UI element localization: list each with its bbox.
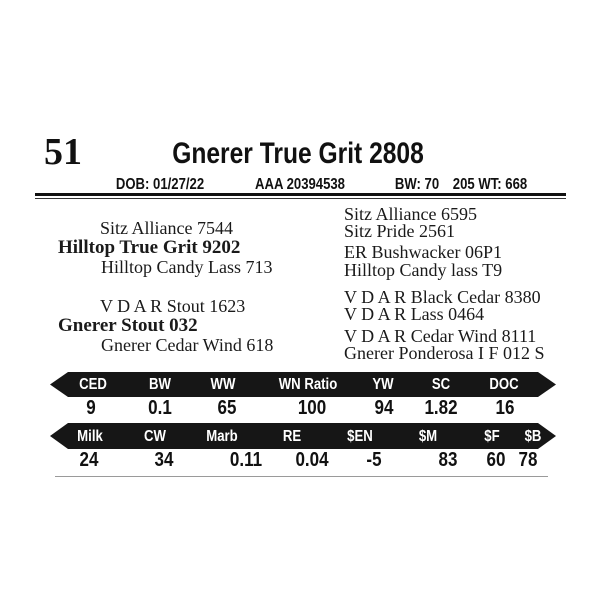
sire-dam-dam: Hilltop Candy lass T9 — [344, 260, 503, 280]
dob-text: DOB: 01/27/22 — [115, 176, 205, 193]
sire-dam: Hilltop Candy Lass 713 — [101, 257, 273, 277]
epd-header-dollar-f: $F — [484, 428, 500, 445]
weaning-weight-field: 205 WT: 668 — [445, 176, 536, 194]
epd-value-ced: 9 — [86, 397, 96, 419]
epd-header-dollar-m: $M — [418, 428, 438, 445]
epd-header-wn-ratio: WN Ratio — [278, 376, 338, 393]
weaning-weight-text: 205 WT: 668 — [452, 176, 528, 193]
epd-header-ced: CED — [79, 376, 107, 393]
sire-sire: Sitz Alliance 7544 — [100, 218, 233, 238]
epd-value-dollar-en: -5 — [366, 449, 382, 471]
epd-header-sc: SC — [431, 376, 451, 393]
animal-name-title: Gnerer True Grit 2808 — [172, 137, 424, 170]
sire-dam-sire: ER Bushwacker 06P1 — [344, 242, 502, 262]
dob-field: DOB: 01/27/22 — [106, 176, 214, 194]
epd-band-1 — [50, 372, 556, 397]
dam-sire: V D A R Stout 1623 — [100, 296, 246, 316]
bottom-rule — [55, 476, 548, 477]
sire-name: Hilltop True Grit 9202 — [58, 237, 241, 258]
page-title: Gnerer True Grit 2808 — [145, 137, 452, 170]
epd-header-marb: Marb — [206, 428, 238, 445]
epd-header-yw: YW — [372, 376, 394, 393]
epd-value-re: 0.04 — [295, 449, 329, 471]
dam-dam-sire: V D A R Cedar Wind 8111 — [344, 326, 537, 346]
epd-header-cw: CW — [144, 428, 166, 445]
epd-value-wn-ratio: 100 — [297, 397, 327, 419]
registration-number: AAA 20394538 — [255, 176, 345, 193]
dam-name: Gnerer Stout 032 — [58, 315, 198, 336]
dam-dam-dam: Gnerer Ponderosa I F 012 S — [344, 343, 545, 363]
sire-sire-sire: Sitz Alliance 6595 — [344, 204, 477, 224]
epd-header-ww: WW — [210, 376, 236, 393]
birth-weight-text: BW: 70 — [394, 176, 440, 193]
epd-value-milk: 24 — [79, 449, 99, 471]
dam-sire-dam: V D A R Lass 0464 — [344, 304, 485, 324]
dam-dam: Gnerer Cedar Wind 618 — [101, 335, 274, 355]
epd-value-yw: 94 — [374, 397, 394, 419]
epd-value-dollar-m: 83 — [438, 449, 458, 471]
epd-header-bw: BW — [149, 376, 171, 393]
epd-value-bw: 0.1 — [148, 397, 172, 419]
epd-value-doc: 16 — [495, 397, 515, 419]
epd-value-marb: 0.11 — [229, 449, 263, 471]
epd-value-cw: 34 — [154, 449, 174, 471]
registration-field: AAA 20394538 — [245, 176, 355, 194]
sire-sire-dam: Sitz Pride 2561 — [344, 221, 455, 241]
epd-header-re: RE — [282, 428, 302, 445]
epd-header-dollar-b: $B — [524, 428, 542, 445]
header-rule-thick — [35, 193, 566, 196]
epd-value-dollar-b: 78 — [518, 449, 538, 471]
epd-band-2 — [50, 423, 556, 449]
epd-value-ww: 65 — [217, 397, 237, 419]
dam-sire-sire: V D A R Black Cedar 8380 — [344, 287, 541, 307]
birth-weight-field: BW: 70 — [390, 176, 444, 194]
epd-header-doc: DOC — [489, 376, 519, 393]
epd-value-dollar-f: 60 — [486, 449, 506, 471]
header-rule-thin — [35, 198, 566, 199]
lot-number: 51 — [44, 131, 82, 173]
epd-header-milk: Milk — [77, 428, 103, 445]
epd-header-dollar-en: $EN — [347, 428, 373, 445]
epd-value-sc: 1.82 — [424, 397, 458, 419]
